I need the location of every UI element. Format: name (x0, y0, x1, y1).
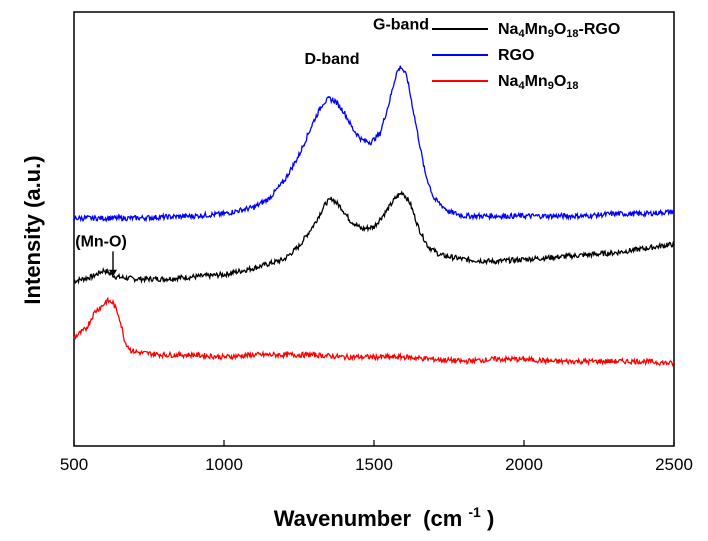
x-tick-label: 2000 (505, 455, 543, 474)
x-axis-title-main: Wavenumber (274, 506, 412, 531)
x-axis-title-sup: -1 (468, 504, 481, 520)
series-line-0 (73, 190, 675, 285)
x-axis-title-close: ) (487, 506, 494, 531)
series-layer (73, 65, 675, 368)
annotation-arrow-head (109, 269, 117, 277)
annotation-label-1: G-band (373, 16, 429, 33)
legend-label-2: Na4Mn9O18 (498, 73, 579, 92)
series-line-2 (73, 296, 675, 368)
x-tick-label: 1000 (205, 455, 243, 474)
x-tick-label: 500 (60, 455, 88, 474)
legend-label-0: Na4Mn9O18-RGO (498, 21, 620, 40)
annotations: D-band G-band (Mn-O) (75, 16, 429, 277)
y-axis-title: Intensity (a.u.) (20, 155, 45, 304)
x-tick-label: 2500 (655, 455, 693, 474)
x-axis-title: Wavenumber (cm -1 ) (274, 497, 495, 531)
annotation-label-0: D-band (304, 51, 359, 68)
legend: Na4Mn9O18-RGO RGO Na4Mn9O18 (432, 21, 620, 92)
series-line-1 (73, 65, 675, 223)
legend-label-1: RGO (498, 47, 534, 64)
annotation-label-2: (Mn-O) (75, 233, 127, 250)
x-tick-label: 1500 (355, 455, 393, 474)
x-axis: 500 1000 1500 2000 2500 (60, 440, 693, 474)
x-axis-title-unit: (cm (423, 506, 462, 531)
